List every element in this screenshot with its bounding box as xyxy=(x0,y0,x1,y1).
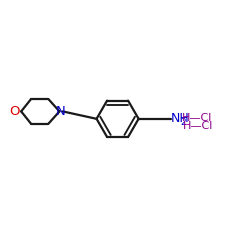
Text: H—Cl: H—Cl xyxy=(182,113,212,123)
Text: NH: NH xyxy=(171,112,190,125)
Text: H—Cl: H—Cl xyxy=(183,121,214,131)
Text: N: N xyxy=(56,106,66,118)
Text: 2: 2 xyxy=(180,118,186,126)
Text: O: O xyxy=(9,105,20,118)
